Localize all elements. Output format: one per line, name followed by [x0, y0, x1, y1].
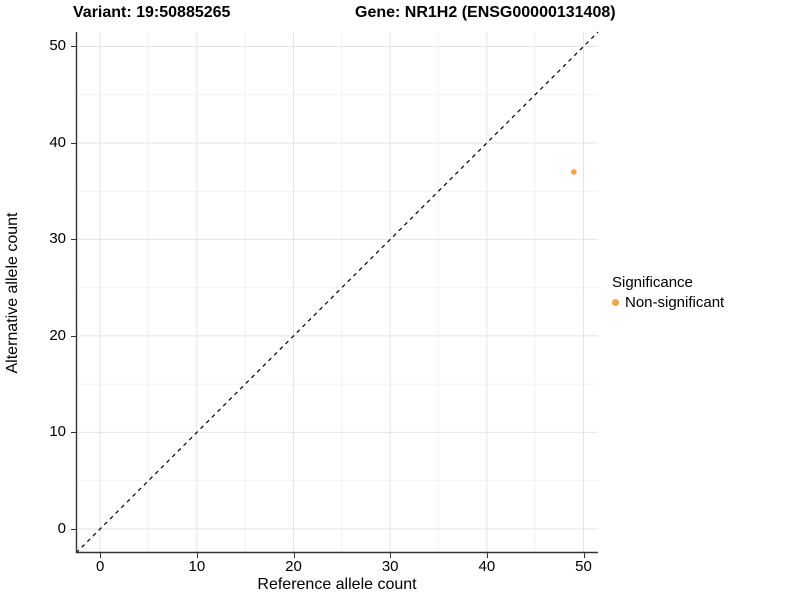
y-axis-title: Alternative allele count	[4, 212, 21, 374]
legend-point-icon	[612, 299, 619, 306]
data-point	[571, 169, 577, 175]
x-tick-label: 30	[381, 558, 399, 575]
x-tick-mark	[390, 553, 392, 558]
variant-title: Variant: 19:50885265	[73, 4, 231, 21]
legend-item: Non-significant	[612, 294, 724, 311]
y-tick-label: 50	[49, 37, 66, 55]
y-tick-label: 0	[57, 519, 66, 537]
scatter-plot-canvas	[75, 31, 599, 554]
gene-title: Gene: NR1H2 (ENSG00000131408)	[355, 4, 616, 21]
legend-item-label: Non-significant	[625, 294, 725, 311]
x-tick-label: 10	[188, 558, 206, 575]
x-axis-title: Reference allele count	[257, 576, 417, 593]
y-tick-label: 40	[49, 133, 66, 151]
y-tick-mark	[71, 142, 76, 144]
x-tick-mark	[583, 553, 585, 558]
y-tick-mark	[71, 528, 76, 530]
y-tick-label: 10	[49, 423, 66, 441]
x-tick-label: 50	[575, 558, 592, 575]
y-tick-mark	[71, 46, 76, 48]
y-tick-mark	[71, 432, 76, 434]
x-tick-label: 40	[478, 558, 496, 575]
identity-reference-line	[75, 31, 599, 554]
x-tick-label: 0	[95, 558, 105, 575]
y-tick-mark	[71, 335, 76, 337]
x-tick-mark	[293, 553, 295, 558]
x-tick-mark	[486, 553, 488, 558]
plot-panel	[75, 31, 599, 554]
x-tick-mark	[100, 553, 102, 558]
y-tick-label: 20	[49, 326, 66, 344]
legend: Significance Non-significant	[612, 274, 724, 311]
x-tick-label: 20	[285, 558, 302, 575]
y-tick-mark	[71, 239, 76, 241]
legend-items: Non-significant	[612, 294, 724, 311]
legend-title: Significance	[612, 274, 693, 291]
x-tick-mark	[196, 553, 198, 558]
y-tick-label: 30	[49, 230, 66, 248]
